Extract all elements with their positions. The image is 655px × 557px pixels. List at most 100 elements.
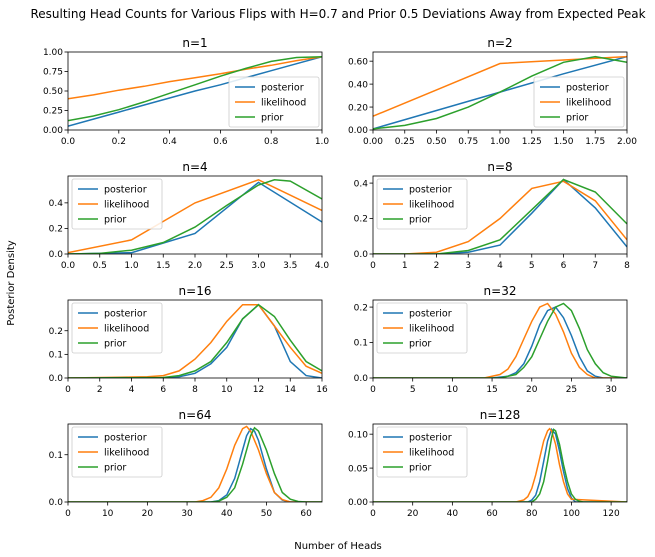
- y-tick-label: 0.2: [49, 225, 63, 235]
- legend: posterior likelihood prior: [71, 178, 163, 230]
- legend-label-prior: prior: [409, 463, 431, 474]
- legend: posterior likelihood prior: [71, 302, 163, 354]
- subplot-7: n=64 0 10 20 30 40 50 60 0.0 0.1 posterior likeliho…: [49, 408, 323, 519]
- legend-label-posterior: posterior: [409, 309, 452, 320]
- x-tick-label: 120: [603, 509, 620, 519]
- x-tick-label: 7: [592, 261, 598, 271]
- legend-label-likelihood: likelihood: [566, 98, 611, 109]
- subplots-grid: n=10.0 0.2 0.4 0.6 0.8 1.00.000.250.500.751.0…: [43, 36, 637, 519]
- y-tick-label: 0.00: [43, 126, 63, 136]
- y-tick-label: 0.1: [49, 351, 63, 361]
- legend: posterior likelihood prior: [376, 426, 468, 478]
- figure-suptitle: Resulting Head Counts for Various Flips …: [30, 7, 645, 21]
- x-tick-label: 5: [410, 385, 416, 395]
- x-tick-label: 100: [563, 509, 580, 519]
- subplot-1: n=1 0.0 0.2 0.4 0.6 0.8 1.0 0.00 0.25 0.50 0.75 1.0…: [43, 36, 329, 147]
- y-tick-label: 0.0: [49, 250, 64, 260]
- subplot-title: n=8: [487, 160, 512, 174]
- x-tick-label: 0: [65, 385, 71, 395]
- series-line-likelihood: [373, 302, 627, 378]
- x-tick-label: 0.25: [395, 137, 415, 147]
- series-line-posterior: [68, 303, 322, 378]
- x-tick-label: 1.0: [315, 137, 330, 147]
- x-tick-label: 20: [407, 509, 419, 519]
- x-tick-label: 8: [192, 385, 198, 395]
- series-line-posterior: [373, 178, 627, 254]
- x-tick-label: 1.00: [490, 137, 510, 147]
- legend-label-likelihood: likelihood: [409, 324, 454, 335]
- subplot-title: n=16: [179, 284, 212, 298]
- x-tick-label: 0.5: [93, 261, 107, 271]
- x-tick-label: 50: [261, 509, 273, 519]
- x-tick-label: 4.0: [315, 261, 330, 271]
- y-tick-label: 1.00: [43, 48, 63, 58]
- y-tick-label: 0.0: [354, 374, 369, 384]
- series-line-prior: [68, 179, 322, 254]
- subplot-title: n=1: [182, 36, 207, 50]
- y-tick-label: 0.4: [354, 179, 369, 189]
- legend-label-posterior: posterior: [104, 309, 147, 320]
- x-tick-label: 0.0: [61, 261, 76, 271]
- legend-label-prior: prior: [409, 215, 431, 226]
- subplot-title: n=4: [182, 160, 207, 174]
- x-tick-label: 1: [402, 261, 408, 271]
- x-tick-label: 1.50: [553, 137, 573, 147]
- y-tick-label: 0.00: [348, 126, 368, 136]
- subplot-3: n=4 0.0 0.5 1.0 1.5 2.0 2.5 3.0 3.5 4.0 0.0 0.2 0.4 p…: [49, 160, 330, 271]
- x-tick-label: 0.75: [458, 137, 478, 147]
- x-tick-label: 14: [285, 385, 297, 395]
- x-tick-label: 3.0: [251, 261, 266, 271]
- y-tick-label: 0.60: [348, 57, 368, 67]
- legend: posterior likelihood prior: [376, 178, 468, 230]
- legend-label-likelihood: likelihood: [409, 200, 454, 211]
- legend-label-likelihood: likelihood: [409, 448, 454, 459]
- legend-label-prior: prior: [261, 113, 283, 124]
- x-tick-label: 0: [65, 509, 71, 519]
- y-tick-label: 0.75: [43, 68, 63, 78]
- x-tick-label: 4: [129, 385, 135, 395]
- subplot-5: n=16 0 2 4 6 8 10 12 14 16 0.0 0.1 0.2 posterior likel…: [49, 284, 328, 395]
- y-tick-label: 0.1: [354, 339, 368, 349]
- x-tick-label: 16: [316, 385, 328, 395]
- x-tick-label: 0: [370, 261, 376, 271]
- x-tick-label: 10: [102, 509, 114, 519]
- y-tick-label: 0.00: [348, 498, 368, 508]
- legend-box: [533, 76, 625, 128]
- subplot-2: n=2 0.00 0.25 0.50 0.75 1.00 1.25 1.50 1.75 2.00 0…: [348, 36, 637, 147]
- x-tick-label: 30: [181, 509, 193, 519]
- series-line-prior: [68, 303, 322, 378]
- legend-label-posterior: posterior: [104, 185, 147, 196]
- series-line-prior: [68, 426, 322, 502]
- x-tick-label: 3: [465, 261, 471, 271]
- y-tick-label: 0.10: [348, 430, 368, 440]
- x-tick-label: 0.2: [112, 137, 126, 147]
- subplot-title: n=64: [179, 408, 212, 422]
- legend-box: [228, 76, 320, 128]
- subplot-title: n=2: [487, 36, 512, 50]
- y-tick-label: 0.20: [348, 103, 368, 113]
- x-tick-label: 40: [447, 509, 459, 519]
- y-tick-label: 0.2: [354, 215, 368, 225]
- x-tick-label: 0.6: [213, 137, 228, 147]
- x-tick-label: 40: [221, 509, 233, 519]
- subplot-4: n=8 0 1 2 3 4 5 6 7 8 0.0 0.2 0.4 posterior likelihood…: [354, 160, 630, 271]
- series-line-prior: [68, 55, 322, 122]
- legend-label-posterior: posterior: [104, 433, 147, 444]
- legend-label-prior: prior: [104, 463, 126, 474]
- legend-label-likelihood: likelihood: [104, 448, 149, 459]
- series-line-likelihood: [68, 55, 322, 100]
- x-tick-label: 20: [526, 385, 538, 395]
- legend-label-posterior: posterior: [409, 185, 452, 196]
- y-tick-label: 0.2: [49, 327, 63, 337]
- x-tick-label: 25: [566, 385, 577, 395]
- series-line-posterior: [373, 427, 627, 502]
- legend-label-likelihood: likelihood: [104, 200, 149, 211]
- legend-label-prior: prior: [409, 339, 431, 350]
- series-line-likelihood: [68, 425, 322, 502]
- y-tick-label: 0.0: [49, 374, 64, 384]
- legend-label-likelihood: likelihood: [261, 98, 306, 109]
- x-tick-label: 1.25: [522, 137, 542, 147]
- legend-label-prior: prior: [104, 215, 126, 226]
- subplot-8: n=128 0 20 40 60 80 100 120 0.00 0.05 0.10 posterio…: [348, 408, 628, 519]
